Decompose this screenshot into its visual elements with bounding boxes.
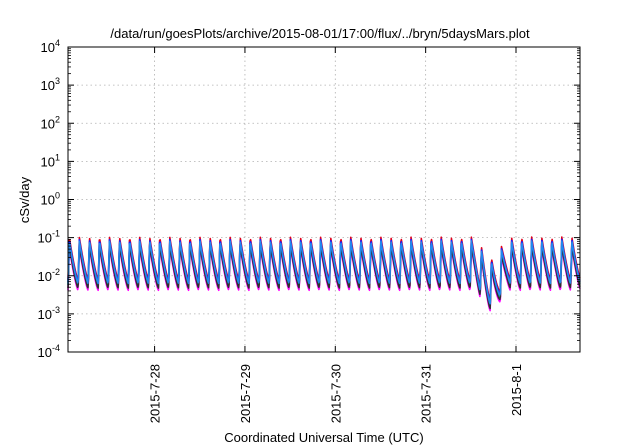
y-tick-label: 102	[41, 114, 60, 131]
y-axis-label: cSv/day	[17, 176, 32, 223]
y-tick-base: 10	[38, 231, 52, 246]
x-tick-label: 2015-7-29	[238, 364, 253, 423]
y-tick-label: 10-2	[38, 267, 60, 284]
y-tick-exponent: 2	[55, 114, 60, 124]
y-tick-base: 10	[38, 269, 52, 284]
y-tick-exponent: -3	[52, 305, 60, 315]
y-tick-exponent: 0	[55, 191, 60, 201]
y-tick-base: 10	[41, 78, 55, 93]
y-tick-base: 10	[38, 345, 52, 360]
x-axis-label: Coordinated Universal Time (UTC)	[224, 430, 423, 445]
y-tick-label: 100	[41, 191, 60, 208]
y-tick-exponent: -2	[52, 267, 60, 277]
series-layer	[67, 236, 581, 312]
y-tick-label: 10-4	[38, 343, 60, 360]
y-tick-base: 10	[41, 154, 55, 169]
x-tick-label: 2015-8-1	[509, 364, 524, 416]
y-tick-label: 104	[41, 38, 60, 55]
grid	[68, 47, 580, 352]
y-tick-base: 10	[41, 40, 55, 55]
y-tick-exponent: 1	[55, 152, 60, 162]
y-tick-base: 10	[38, 307, 52, 322]
y-tick-exponent: -1	[52, 229, 60, 239]
y-tick-label: 10-1	[38, 229, 60, 246]
series-line-5	[67, 240, 581, 305]
y-tick-base: 10	[41, 193, 55, 208]
series-line-4	[67, 244, 581, 310]
y-tick-exponent: -4	[52, 343, 60, 353]
y-tick-label: 101	[41, 152, 60, 169]
x-tick-label: 2015-7-30	[328, 364, 343, 423]
y-tick-exponent: 4	[55, 38, 60, 48]
y-tick-label: 103	[41, 76, 60, 93]
chart-title: /data/run/goesPlots/archive/2015-08-01/1…	[110, 26, 530, 41]
y-tick-base: 10	[41, 116, 55, 131]
x-tick-label: 2015-7-28	[148, 364, 163, 423]
y-tick-exponent: 3	[55, 76, 60, 86]
x-tick-label: 2015-7-31	[419, 364, 434, 423]
y-tick-label: 10-3	[38, 305, 60, 322]
x-axis: 2015-7-28 2015-7-29 2015-7-30 2015-7-31 2015…	[148, 47, 524, 423]
